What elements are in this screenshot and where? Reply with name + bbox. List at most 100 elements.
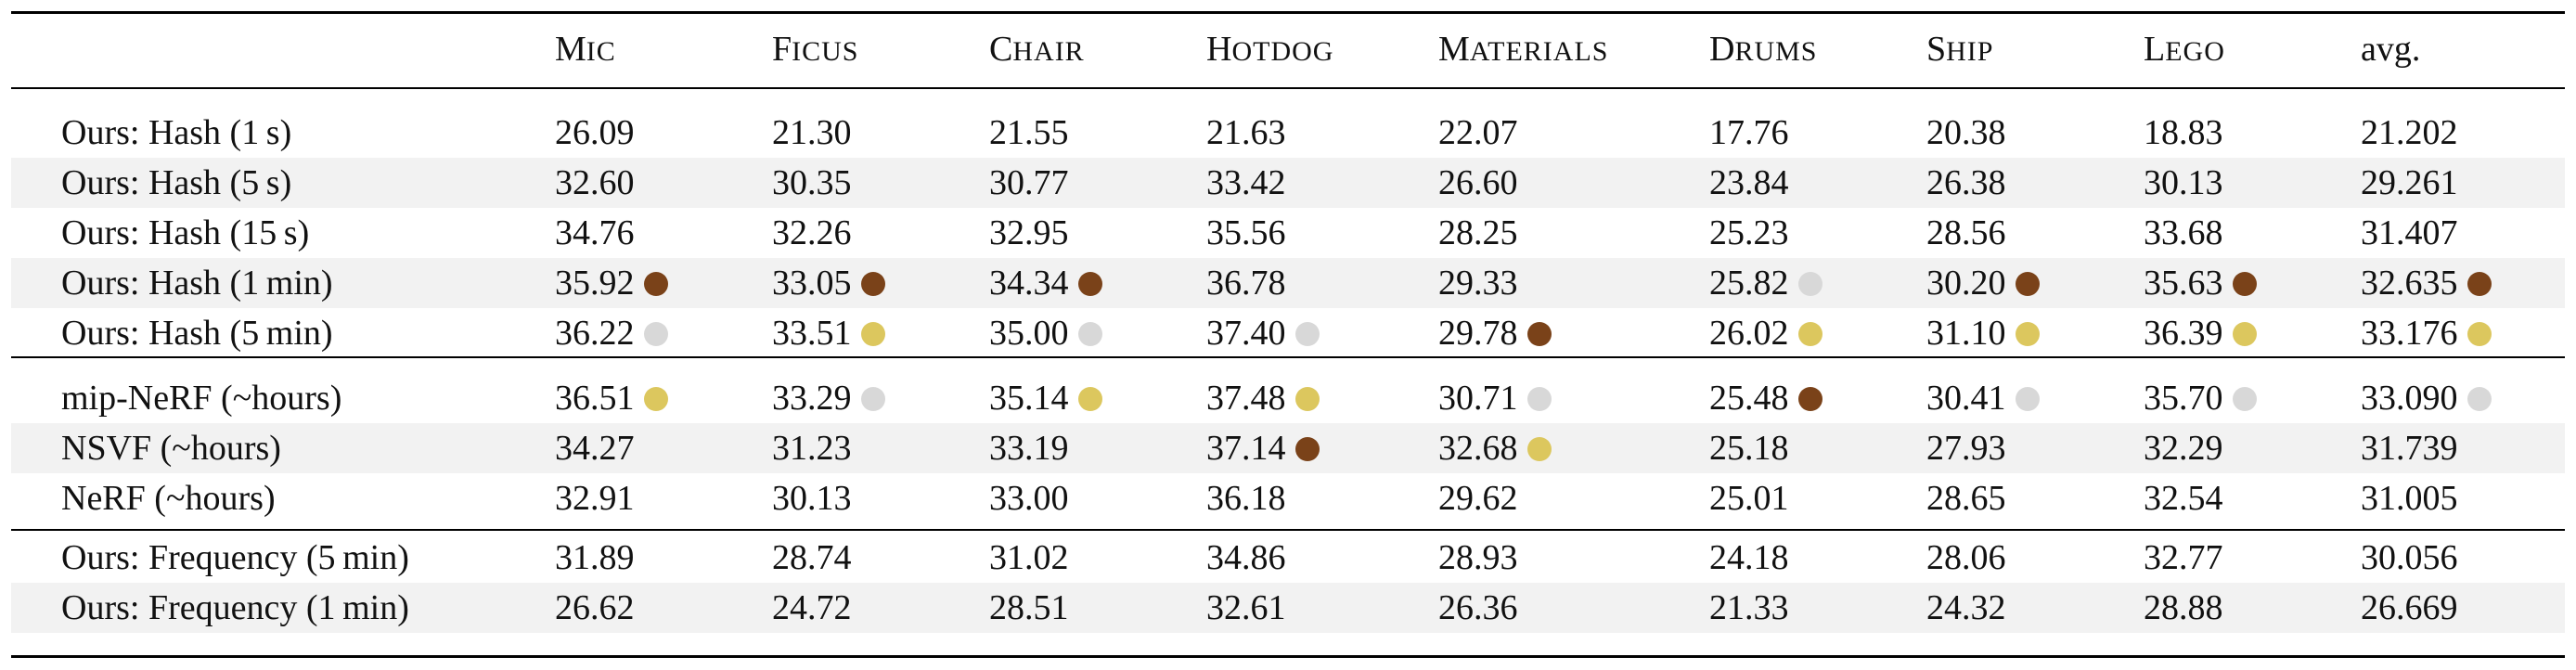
column-header: CHAIR (989, 11, 1085, 87)
score-value: 31.10 (1926, 314, 2006, 353)
bronze-medal-icon (1077, 272, 1102, 296)
score-cell: 32.29 (2144, 423, 2223, 473)
score-cell: 29.261 (2361, 158, 2458, 208)
score-value: 31.739 (2361, 429, 2458, 468)
score-value: 36.18 (1206, 479, 1286, 518)
table-row: Ours: Hash (5 min) 36.22 33.51 35.00 37.40 29… (11, 308, 2565, 358)
score-cell: 27.93 (1926, 423, 2006, 473)
method-label: Ours: Hash (5 min) (61, 314, 333, 353)
silver-medal-icon (860, 387, 885, 411)
score-value: 30.71 (1438, 379, 1518, 418)
score-value: 29.78 (1438, 314, 1518, 353)
score-value: 37.48 (1206, 379, 1286, 418)
score-value: 35.14 (989, 379, 1069, 418)
score-value: 33.68 (2144, 213, 2223, 252)
score-cell: 28.93 (1438, 533, 1518, 583)
score-cell: 36.51 (555, 373, 668, 423)
score-cell: 31.10 (1926, 308, 2040, 358)
score-cell: 21.55 (989, 108, 1069, 158)
score-cell: 30.13 (772, 473, 852, 523)
score-cell: 30.20 (1926, 258, 2040, 308)
score-cell: 36.78 (1206, 258, 1286, 308)
score-cell: 30.13 (2144, 158, 2223, 208)
gold-medal-icon (2015, 322, 2040, 346)
score-cell: 29.33 (1438, 258, 1518, 308)
score-value: 31.407 (2361, 213, 2458, 252)
score-cell: 33.68 (2144, 208, 2223, 258)
score-value: 33.51 (772, 314, 852, 353)
bronze-medal-icon (2232, 272, 2257, 296)
score-value: 23.84 (1709, 163, 1789, 202)
score-cell: 28.51 (989, 583, 1069, 633)
score-cell: 21.30 (772, 108, 852, 158)
score-value: 30.77 (989, 163, 1069, 202)
score-cell: 33.05 (772, 258, 885, 308)
score-value: 24.18 (1709, 538, 1789, 577)
table-row: Ours: Hash (15 s) 34.76 32.26 32.95 35.56 28.… (11, 208, 2565, 258)
column-header-rest: IC (586, 36, 616, 67)
score-cell: 35.00 (989, 308, 1102, 358)
score-value: 31.005 (2361, 479, 2458, 518)
silver-medal-icon (2232, 387, 2257, 411)
group-separator-rule (11, 529, 2565, 531)
score-value: 25.01 (1709, 479, 1789, 518)
score-value: 35.63 (2144, 264, 2223, 303)
score-value: 32.61 (1206, 588, 1286, 627)
score-value: 24.32 (1926, 588, 2006, 627)
score-value: 36.22 (555, 314, 635, 353)
score-cell: 32.26 (772, 208, 852, 258)
score-cell: 33.29 (772, 373, 885, 423)
score-value: 33.090 (2361, 379, 2458, 418)
method-label: Ours: Frequency (1 min) (61, 588, 409, 627)
gold-medal-icon (860, 322, 885, 346)
table-row: NeRF (~hours) 32.91 30.13 33.00 36.18 29.62 25… (11, 473, 2565, 523)
silver-medal-icon (2015, 387, 2040, 411)
score-value: 24.72 (772, 588, 852, 627)
method-label: Ours: Hash (1 s) (61, 113, 292, 152)
table-row: Ours: Hash (1 min) 35.92 33.05 34.34 36.78 29… (11, 258, 2565, 308)
column-header-initial: L (2144, 30, 2166, 69)
score-value: 35.70 (2144, 379, 2223, 418)
score-cell: 34.86 (1206, 533, 1286, 583)
score-value: 35.92 (555, 264, 635, 303)
gold-medal-icon (1294, 387, 1320, 411)
table-row: Ours: Frequency (1 min) 26.62 24.72 28.51 32… (11, 583, 2565, 633)
score-cell: 31.407 (2361, 208, 2458, 258)
score-value: 34.27 (555, 429, 635, 468)
score-cell: 33.19 (989, 423, 1069, 473)
score-cell: 20.38 (1926, 108, 2006, 158)
score-cell: 30.71 (1438, 373, 1552, 423)
score-value: 34.86 (1206, 538, 1286, 577)
table-row: NSVF (~hours) 34.27 31.23 33.19 37.14 32.68 25… (11, 423, 2565, 473)
column-header: avg. (2361, 11, 2420, 87)
score-value: 35.00 (989, 314, 1069, 353)
score-cell: 25.23 (1709, 208, 1789, 258)
score-cell: 18.83 (2144, 108, 2223, 158)
score-cell: 21.202 (2361, 108, 2458, 158)
score-cell: 35.70 (2144, 373, 2257, 423)
score-value: 26.38 (1926, 163, 2006, 202)
score-cell: 26.36 (1438, 583, 1518, 633)
column-header: DRUMS (1709, 11, 1818, 87)
gold-medal-icon (1077, 387, 1102, 411)
score-value: 30.35 (772, 163, 852, 202)
score-cell: 28.65 (1926, 473, 2006, 523)
score-value: 25.23 (1709, 213, 1789, 252)
bronze-medal-icon (1294, 437, 1320, 461)
score-value: 35.56 (1206, 213, 1286, 252)
column-header: SHIP (1926, 11, 1993, 87)
column-header-initial: H (1206, 30, 1232, 69)
silver-medal-icon (643, 322, 668, 346)
method-label: Ours: Frequency (5 min) (61, 538, 409, 577)
score-value: 32.60 (555, 163, 635, 202)
score-value: 33.00 (989, 479, 1069, 518)
score-cell: 37.40 (1206, 308, 1320, 358)
method-label: Ours: Hash (15 s) (61, 213, 310, 252)
score-value: 26.669 (2361, 588, 2458, 627)
score-cell: 29.78 (1438, 308, 1552, 358)
gold-medal-icon (643, 387, 668, 411)
score-value: 31.23 (772, 429, 852, 468)
column-header-initial: C (989, 30, 1013, 69)
score-value: 30.41 (1926, 379, 2006, 418)
bronze-medal-icon (1797, 387, 1823, 411)
